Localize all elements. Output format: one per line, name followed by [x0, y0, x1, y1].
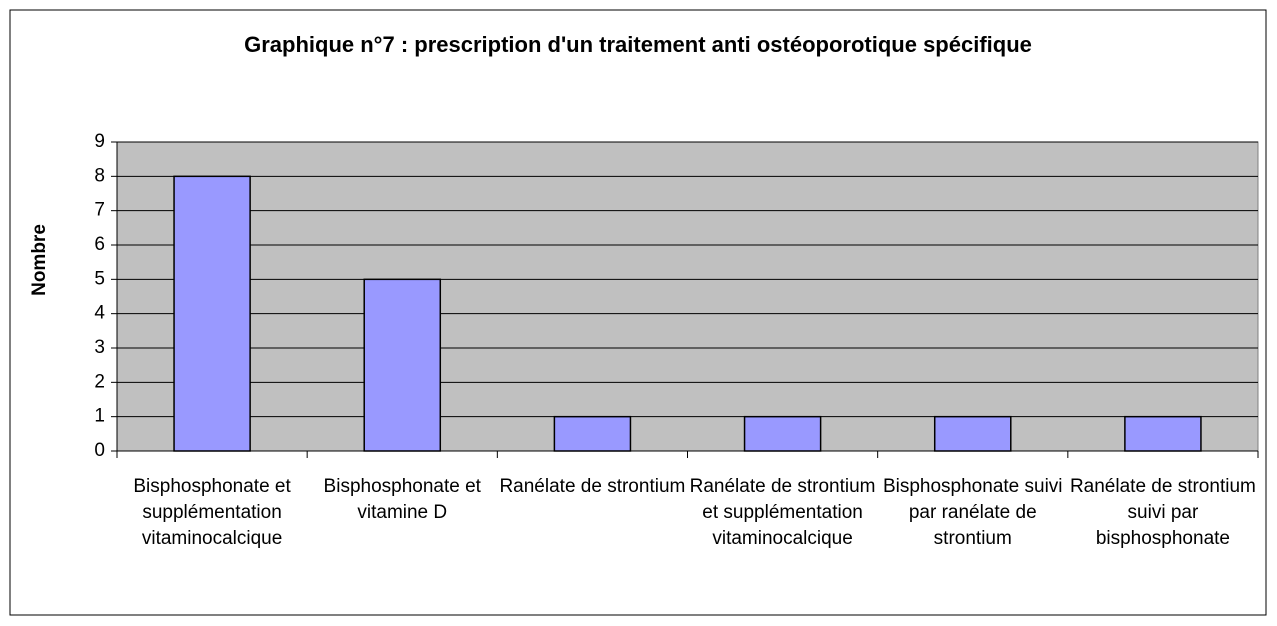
y-tick-label: 8	[94, 165, 105, 186]
plot-area	[116, 141, 1259, 452]
y-tick-label: 4	[94, 303, 105, 324]
x-tick-label: Bisphosphonate et vitamine D	[323, 476, 481, 523]
y-tick-label: 6	[94, 234, 105, 255]
bar	[933, 415, 1012, 452]
bar	[1124, 415, 1202, 452]
bar	[743, 415, 822, 452]
y-tick-label: 1	[94, 406, 105, 427]
y-tick-label: 3	[94, 337, 105, 358]
x-tick-label: Ranélate de strontium suivi par bisphosp…	[1069, 476, 1256, 549]
x-tick-label: Bisphosphonate et supplémentation vitami…	[133, 476, 291, 549]
y-tick-label: 9	[94, 131, 105, 152]
bar	[363, 278, 442, 452]
x-tick-label: Bisphosphonate suivi par ranélate de str…	[882, 476, 1063, 549]
bar	[173, 175, 251, 452]
x-tick-label: Ranélate de strontium et supplémentation…	[689, 476, 876, 549]
y-axis-label: Nombre	[29, 224, 50, 296]
y-tick-label: 7	[94, 200, 105, 221]
x-tick-label: Ranélate de strontium	[499, 476, 686, 497]
y-tick-label: 0	[94, 440, 105, 461]
y-tick-label: 5	[94, 268, 105, 289]
y-tick-label: 2	[94, 371, 105, 392]
chart-title: Graphique n°7 : prescription d'un traite…	[244, 32, 1032, 57]
bar	[553, 415, 632, 452]
